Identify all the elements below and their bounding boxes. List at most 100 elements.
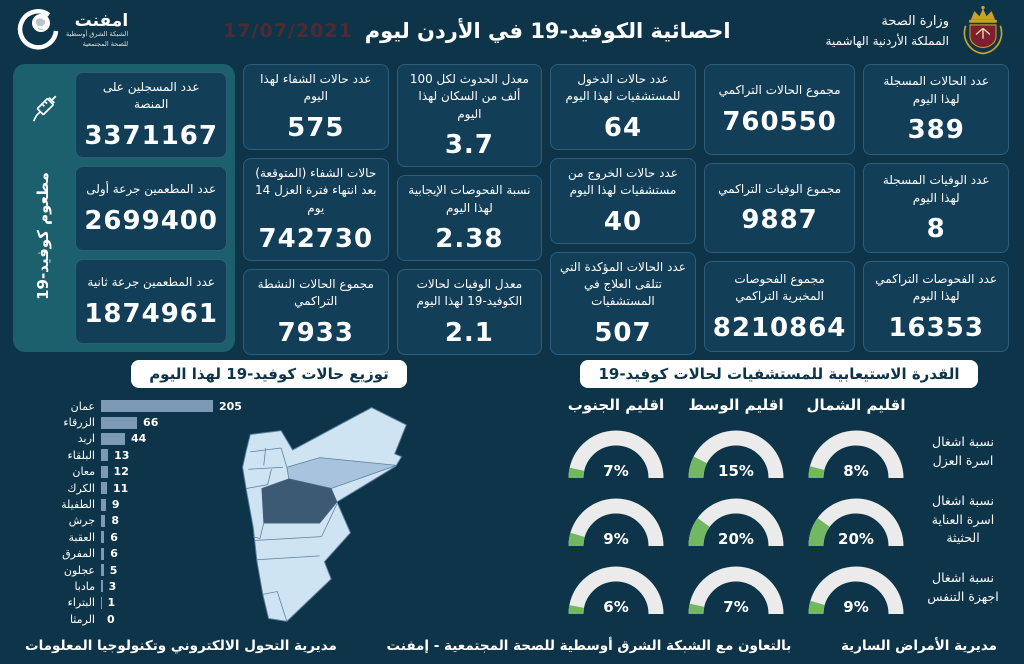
stat-value: 40 [604,206,644,237]
bar-value: 1 [108,596,117,610]
stat-value: 64 [604,112,644,143]
region-header-south: اقليم الجنوب [568,396,666,414]
stat-value: 575 [288,112,346,143]
stat-card: نسبة الفحوصات الإيجابية لهذا اليوم 2.38 [397,175,544,261]
kingdom-name: المملكة الأردنية الهاشمية [826,33,950,48]
hospital-capacity-section: القدرة الاستيعابية للمستشفيات لحالات كوف… [550,360,1010,628]
stat-label: عدد الوفيات المسجلة لهذا اليوم [883,173,991,205]
jordan-coat-of-arms-icon [964,5,1004,55]
stat-label: عدد الحالات المؤكدة التي تتلقى العلاج في… [561,259,687,309]
stat-label: مجموع الحالات النشطة التراكمي [258,276,375,309]
bar [102,531,106,544]
stat-card: حالات الشفاء (المتوقعة) بعد انتهاء فترة … [243,157,390,261]
stat-value: 8 [927,213,947,244]
stat-value: 760550 [723,106,838,137]
bar [102,580,104,593]
gauge-ventilators-south: 6% [569,566,665,616]
stat-label: عدد المسجلين على المنصة [103,80,201,112]
stat-value: 507 [595,317,653,348]
svg-text:6%: 6% [604,598,629,616]
gauge-isolation-north: 8% [809,430,905,480]
map-region-amman [262,478,339,524]
bar-row: الزرقاء 66 [16,414,316,430]
page-title: احصائية الكوفيد-19 في الأردن ليوم [365,19,732,43]
emphnet-subtitle-1: الشبكة الشرق أوسطية [67,29,130,38]
stat-card: مجموع الفحوصات المخبرية التراكمي 8210864 [704,261,857,353]
bar-row: الكرك 11 [16,480,316,496]
stat-label: مجموع الفحوصات المخبرية التراكمي [735,271,826,304]
region-header-north: اقليم الشمال [807,396,907,414]
bar [102,498,107,511]
stat-value: 2699400 [85,205,219,236]
emphnet-logo-block: امفنت الشبكة الشرق أوسطية للصحة المجتمعي… [14,8,129,54]
bar-label: الرمثا [70,612,96,626]
stat-label: معدل الوفيات لحالات الكوفيد-19 لهذا اليو… [417,276,524,309]
svg-text:7%: 7% [604,462,629,480]
stat-label: مجموع الحالات التراكمي [719,83,842,98]
svg-text:7%: 7% [724,598,749,616]
bar-label: البلقاء [68,448,96,462]
stat-label: عدد المطعمين جرعة ثانية [88,275,216,290]
stat-card: عدد حالات الشفاء لهذا اليوم 575 [243,64,390,150]
gauge-grid: اقليم الشمال اقليم الوسط اقليم الجنوب نس… [550,396,1010,620]
bar-value: 5 [110,563,119,577]
stat-value: 3.7 [445,130,495,161]
bar-row: العقبة 6 [16,529,316,545]
jordan-map [243,407,408,622]
bar-row: الرمثا 0 [16,611,316,627]
gauge-row-label-icu: نسبة اشغال اسرة العناية الحثيثة [932,492,996,546]
stat-value: 3371167 [85,120,219,151]
stat-card: عدد الحالات المسجلة لهذا اليوم 389 [864,64,1010,155]
stat-value: 742730 [259,223,375,254]
svg-text:8%: 8% [844,462,869,480]
bar [102,547,106,560]
bottom-section: القدرة الاستيعابية للمستشفيات لحالات كوف… [0,352,1024,628]
bar-label: العقبة [69,530,97,544]
stat-label: مجموع الوفيات التراكمي [719,181,842,196]
stats-grid: عدد الحالات المسجلة لهذا اليوم 389 عدد ا… [0,60,1024,355]
svg-text:9%: 9% [604,530,629,548]
bar-row: الطفيلة 9 [16,496,316,512]
svg-text:9%: 9% [844,598,869,616]
stat-column-hospitals: عدد حالات الدخول للمستشفيات لهذا اليوم 6… [551,64,697,355]
bar [102,596,103,609]
bar-row: مادبا 3 [16,578,316,594]
footer-communicable-diseases: مديرية الأمراض السارية [841,638,998,654]
bar-row: البتراء 1 [16,595,316,611]
bar [102,514,107,527]
stat-value: 7933 [278,317,355,348]
bar [102,400,214,413]
bar-value: 11 [114,481,130,495]
stat-card: عدد المسجلين على المنصة 3371167 [76,72,228,158]
stat-card: عدد المطعمين جرعة ثانية 1874961 [76,258,228,344]
syringe-icon [34,95,58,122]
stat-label: عدد حالات الشفاء لهذا اليوم [261,72,373,104]
emphnet-subtitle-2: للصحة المجتمعية [83,39,130,48]
bar-row: جرش 8 [16,513,316,529]
bar-value: 6 [111,530,119,544]
page-title-block: احصائية الكوفيد-19 في الأردن ليوم 17/07/… [224,19,732,43]
bar [102,416,139,429]
stat-card: عدد المطعمين جرعة أولى 2699400 [76,165,228,251]
svg-text:15%: 15% [719,462,755,480]
svg-text:20%: 20% [839,530,875,548]
stat-label: عدد حالات الخروج من مستشفيات لهذا اليوم [569,165,679,198]
ministry-name: وزارة الصحة [882,14,950,30]
case-distribution-section: توزيع حالات كوفيد-19 لهذا اليوم عمان 205 ا… [14,360,526,628]
bar-value: 12 [114,465,130,479]
report-date: 17/07/2021 [224,20,354,42]
gauge-icu-north: 20% [809,498,905,548]
bar-row: اربد 44 [16,431,316,447]
bar-label: عمان [71,399,96,413]
stat-column-cumulative: مجموع الحالات التراكمي 760550 مجموع الوف… [704,64,857,353]
stat-value: 16353 [889,312,985,343]
bar-row: معان 12 [16,464,316,480]
stat-card: عدد الحالات المؤكدة التي تتلقى العلاج في… [551,251,697,355]
stat-card: مجموع الحالات النشطة التراكمي 7933 [243,268,390,355]
gauge-ventilators-central: 7% [689,566,785,616]
stat-column-recovery: عدد حالات الشفاء لهذا اليوم 575 حالات ال… [243,64,390,355]
cases-bar-chart: عمان 205 الزرقاء 66 اربد 44 البلقاء 13 معان 12 الك… [16,398,316,627]
ministry-of-health-logo-block: وزارة الصحة المملكة الأردنية الهاشمية [827,5,1010,57]
bar-row: البلقاء 13 [16,447,316,463]
